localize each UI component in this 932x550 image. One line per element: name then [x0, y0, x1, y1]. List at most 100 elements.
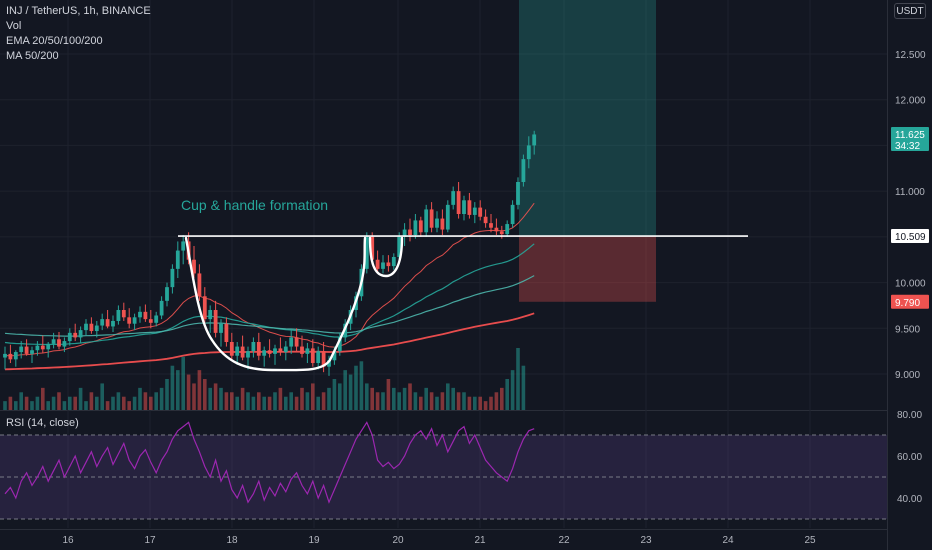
volume-bar [435, 396, 439, 410]
symbol-title[interactable]: INJ / TetherUS, 1h, BINANCE [6, 5, 151, 17]
ma-indicator-label[interactable]: MA 50/200 [6, 50, 59, 62]
rsi-indicator-label[interactable]: RSI (14, close) [6, 417, 79, 429]
rsi-tick-label: 80.00 [897, 410, 922, 421]
candle-body [435, 218, 439, 228]
candle-body [132, 317, 137, 324]
candle-body [62, 341, 67, 347]
rsi-tick-label: 40.00 [897, 494, 922, 505]
time-tick-label: 17 [144, 535, 156, 546]
risk-reward-zones[interactable] [519, 0, 656, 302]
volume-bar [78, 387, 83, 410]
candle-body [494, 227, 499, 232]
volume-bar [397, 392, 401, 410]
candle-body [316, 351, 321, 364]
volume-bar [105, 401, 110, 410]
candle-body [337, 337, 342, 352]
candle-body [273, 348, 277, 354]
candle-body [364, 236, 369, 269]
candle-body [138, 311, 142, 318]
volume-bar [159, 387, 164, 410]
volume-bar [521, 365, 526, 410]
volume-bar [392, 387, 396, 410]
vol-indicator-label[interactable]: Vol [6, 20, 22, 32]
candle-body [202, 296, 207, 320]
candle-body [24, 346, 29, 354]
resistance-price-badge [891, 229, 929, 244]
candle-body [294, 337, 299, 347]
candle-body [289, 337, 294, 347]
candle-body [8, 353, 13, 360]
current-price-badge [891, 127, 929, 151]
resistance-price-badge-text: 10.509 [895, 232, 926, 243]
time-tick-label: 24 [722, 535, 734, 546]
volume-bar [197, 370, 202, 410]
volume-bar [327, 387, 331, 410]
volume-bar [451, 387, 455, 410]
candle-body [424, 209, 429, 233]
volume-bar [89, 392, 94, 410]
candle-body [370, 236, 375, 260]
cup-handle-annotation[interactable]: Cup & handle formation [181, 197, 328, 213]
volume-bar [462, 392, 466, 410]
ema-indicator-label[interactable]: EMA 20/50/100/200 [6, 35, 103, 47]
volume-bar [289, 392, 293, 410]
volume-bar [3, 401, 7, 410]
volume-bar [24, 396, 29, 410]
candle-body [478, 207, 483, 217]
candle-body [181, 241, 186, 251]
volume-bar [84, 401, 88, 410]
candle-body [46, 343, 51, 350]
candle-body [170, 268, 175, 288]
candle-body [483, 216, 488, 224]
volume-bar [267, 396, 272, 410]
candle-body [111, 320, 115, 327]
candle-body [305, 348, 310, 354]
volume-bar [111, 396, 115, 410]
candle-body [116, 310, 121, 321]
price-tick-label: 12.000 [895, 96, 926, 107]
volume-bar [316, 396, 320, 410]
current-price-badge-text: 11.625 [895, 130, 925, 141]
candle-body [375, 259, 380, 269]
candle-body [445, 204, 450, 230]
volume-bar [14, 401, 18, 410]
time-tick-label: 22 [558, 535, 570, 546]
volume-bar [257, 392, 261, 410]
candle-body [219, 323, 223, 333]
volume-bar [46, 401, 50, 410]
candle-body [84, 323, 88, 331]
current-price-badge-text: 34:32 [895, 141, 920, 152]
volume-bar [30, 401, 34, 410]
candle-body [175, 250, 180, 269]
volume-bar [446, 383, 450, 410]
volume-bar [165, 379, 169, 410]
volume-bar [375, 392, 380, 410]
candle-body [105, 319, 110, 327]
candle-body [467, 200, 472, 215]
volume-bar [332, 379, 337, 410]
candle-body [327, 360, 331, 367]
volume-bar [57, 392, 61, 410]
volume-bar [456, 392, 461, 410]
candle-body [143, 311, 148, 320]
volume-bar [413, 392, 418, 410]
candle-body [332, 351, 337, 361]
handle-shape-drawing [368, 236, 404, 278]
candle-body [510, 204, 515, 225]
rsi-tick-label: 60.00 [897, 452, 922, 463]
volume-bar [300, 387, 304, 410]
candle-body [408, 229, 412, 236]
candle-body [462, 200, 466, 214]
candle-body [391, 256, 396, 267]
volume-bar [240, 387, 245, 410]
volume-bar [219, 387, 223, 410]
candle-body [159, 300, 164, 316]
drawings[interactable] [178, 235, 748, 372]
candle-body [67, 332, 72, 342]
volume-bar [381, 392, 385, 410]
currency-button[interactable]: USDT [894, 3, 926, 19]
candle-body [40, 345, 45, 350]
candle-body [251, 342, 256, 352]
